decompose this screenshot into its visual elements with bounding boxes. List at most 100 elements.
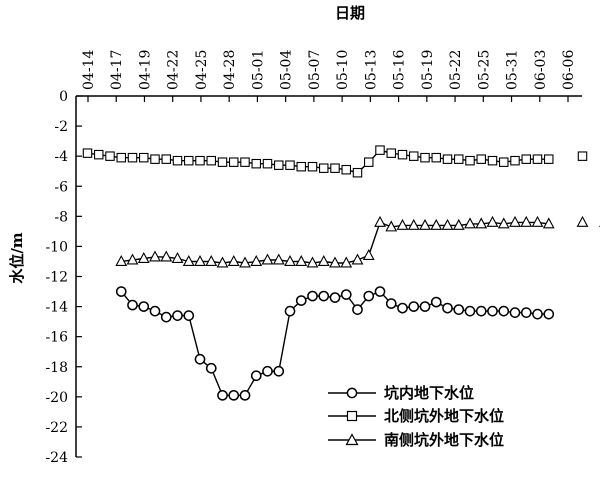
y-tick-label: -18 <box>45 360 68 376</box>
series-3-point <box>407 218 420 230</box>
series-layer <box>82 145 600 401</box>
x-tick-label: 06-03 <box>533 50 549 90</box>
series-1-point <box>329 292 341 303</box>
series-2-point <box>251 158 262 169</box>
series-2-point <box>521 154 531 164</box>
series-1-point <box>543 308 555 320</box>
y-tick-label: -20 <box>45 390 68 406</box>
series-2-point <box>206 155 217 166</box>
series-1-point <box>172 310 183 321</box>
series-3-point <box>115 254 128 267</box>
series-3-point <box>374 215 386 227</box>
series-2-point <box>498 157 509 167</box>
series-3-point <box>419 218 431 230</box>
y-axis-title: 水位/m <box>8 232 26 283</box>
series-2-point <box>386 148 396 158</box>
series-3-point <box>486 215 499 227</box>
series-1-point <box>487 305 498 317</box>
x-tick-label: 05-19 <box>420 50 436 90</box>
series-3-point <box>362 248 375 260</box>
series-3-point <box>475 217 488 229</box>
series-3-point <box>509 215 521 227</box>
x-tick-label: 05-04 <box>279 50 295 90</box>
series-2-extra-point <box>577 151 588 161</box>
series-2-point <box>543 154 554 164</box>
series-1-point <box>217 389 228 401</box>
series-3-point <box>137 251 150 264</box>
series-3-point <box>250 254 263 267</box>
series-1-point <box>273 365 285 377</box>
y-tick-label: -16 <box>45 330 68 346</box>
series-3-point <box>385 220 398 232</box>
series-2-point <box>442 154 453 164</box>
y-tick-label: -10 <box>45 239 68 255</box>
series-2-point <box>375 145 385 155</box>
series-2-point <box>397 149 408 160</box>
series-1-point <box>453 304 465 315</box>
legend: 坑内地下水位 北侧坑外地下水位 南侧坑外地下水位 <box>328 384 504 449</box>
series-3-point <box>351 253 364 265</box>
series-2-point <box>262 158 273 169</box>
series-2-point <box>161 154 172 164</box>
series-1-point <box>385 298 397 309</box>
series-2-point <box>341 164 351 175</box>
series-1-point <box>408 301 420 312</box>
series-2-point <box>307 161 318 172</box>
y-tick-label: 0 <box>59 89 68 105</box>
series-3-point <box>396 218 409 230</box>
y-tick-label: -12 <box>45 270 68 286</box>
series-1-point <box>138 301 150 312</box>
series-1-point <box>239 389 251 401</box>
series-1-point <box>250 370 262 382</box>
series-3-point <box>452 218 465 230</box>
series-2-point <box>150 154 160 164</box>
x-tick-label: 05-16 <box>392 50 408 90</box>
series-1-point <box>397 302 408 314</box>
series-1-point <box>183 310 195 321</box>
series-3-point <box>272 253 285 265</box>
series-2-point <box>363 157 374 167</box>
y-tick-label: -8 <box>54 209 68 225</box>
series-3-point <box>520 215 533 227</box>
series-1-point <box>464 305 476 317</box>
series-2-point <box>94 149 104 160</box>
series-1-point <box>262 365 273 377</box>
series-2-point <box>352 167 363 178</box>
y-tick-label: -2 <box>54 119 68 135</box>
series-2-point <box>453 154 464 164</box>
series-3-point <box>430 218 443 230</box>
series-2-point <box>285 160 295 170</box>
series-3-point <box>160 250 173 262</box>
series-1-point <box>442 302 453 314</box>
series-2-point <box>510 155 520 166</box>
x-tick-label: 04-22 <box>166 50 182 90</box>
series-1-point <box>127 299 138 311</box>
x-ticks: 04-14 04-17 04-19 04-22 04-25 04-28 05-01 05-04… <box>81 50 577 102</box>
x-tick-label: 06-06 <box>561 50 577 90</box>
x-tick-label: 05-07 <box>307 50 323 90</box>
series-2-point <box>318 163 329 173</box>
series-2-point <box>296 161 306 172</box>
x-tick-label: 04-25 <box>194 50 210 90</box>
y-ticks: 0 -2 -4 -6 -8 -10 -12 -14 -16 -18 -20 -22 -24 <box>45 89 82 466</box>
series-3-point <box>239 256 251 268</box>
legend-label-3: 南侧坑外地下水位 <box>384 431 504 449</box>
x-tick-label: 05-25 <box>476 50 492 90</box>
x-tick-label: 05-01 <box>250 50 266 90</box>
series-3-point <box>182 254 195 267</box>
series-1-point <box>419 301 431 312</box>
series-1-point <box>115 286 127 297</box>
series-1-point <box>194 353 206 365</box>
series-2-point <box>420 152 430 163</box>
series-3-point <box>216 256 229 268</box>
series-2-point <box>408 151 419 161</box>
series-1-point <box>205 362 217 374</box>
y-tick-label: -4 <box>54 149 68 165</box>
x-axis-title: 日期 <box>335 4 365 22</box>
series-1-point <box>228 389 240 401</box>
series-1-point <box>374 286 386 297</box>
series-2-point <box>487 155 498 166</box>
y-tick-label: -14 <box>45 300 68 316</box>
